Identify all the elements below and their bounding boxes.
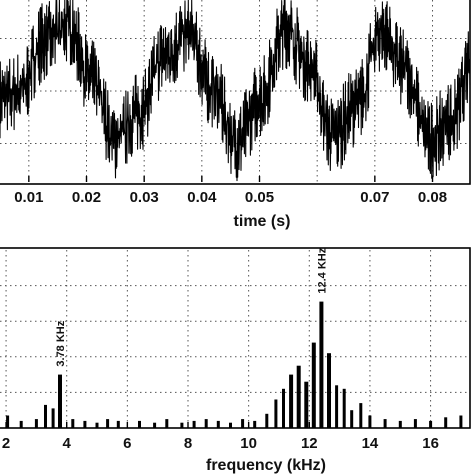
- spectrum-bar: [204, 419, 208, 428]
- spectrum-bar: [95, 422, 99, 428]
- top-x-tick-label: 0.04: [187, 189, 217, 206]
- top-x-tick-label: 0.02: [72, 189, 101, 206]
- spectrum-plot: 2 4 6 8 10 12 14 16 3.78 KHz 12.4 KHz frequency …: [0, 247, 471, 474]
- spectrum-bar: [304, 381, 309, 428]
- bottom-x-tick-label: 6: [123, 435, 131, 452]
- spectrum-bar: [265, 413, 269, 428]
- top-x-tick-label: 0.03: [130, 189, 159, 206]
- spectrum-bar: [413, 419, 417, 428]
- peak-annotations: 3.78 KHz 12.4 KHz: [55, 247, 328, 366]
- spectrum-bar: [444, 417, 448, 428]
- peak-annotation-label: 12.4 KHz: [316, 247, 328, 293]
- top-plot-frame: [0, 0, 471, 185]
- bottom-x-axis-label: frequency (kHz): [206, 457, 326, 474]
- spectrum-bar: [282, 388, 285, 428]
- bottom-plot-frame: [0, 247, 471, 429]
- spectrum-bar: [19, 420, 23, 428]
- bottom-x-tick-label: 8: [184, 435, 192, 452]
- spectrum-bar: [253, 420, 257, 428]
- spectrum-bar: [153, 422, 157, 428]
- spectrum-bar: [335, 385, 339, 428]
- bottom-x-tick-label: 16: [422, 435, 439, 452]
- spectrum-bar: [342, 388, 346, 428]
- time-domain-plot: 0.01 0.02 0.03 0.04 0.05 0.07 0.08 time (s): [0, 0, 471, 230]
- spectrum-bar: [180, 422, 184, 428]
- peak-annotation-label: 3.78 KHz: [55, 320, 67, 366]
- waveform-line: [0, 0, 471, 182]
- spectrum-bar: [459, 415, 463, 428]
- top-x-tick-label: 0.01: [14, 189, 43, 206]
- spectrum-bar: [165, 419, 169, 428]
- spectrum-bar: [241, 419, 245, 428]
- top-x-tick-label: 0.05: [245, 189, 274, 206]
- top-x-tick-label: 0.08: [418, 189, 447, 206]
- spectrum-bar: [311, 342, 316, 428]
- top-x-axis-label: time (s): [234, 213, 291, 230]
- bottom-x-tick-label: 10: [240, 435, 257, 452]
- spectrum-bar: [51, 408, 55, 428]
- spectrum-bar: [71, 419, 75, 428]
- spectrum-bars: [6, 301, 463, 428]
- spectrum-bar: [350, 410, 354, 428]
- bottom-x-tick-label: 14: [362, 435, 379, 452]
- spectrum-bar: [289, 374, 294, 428]
- spectrum-bar: [398, 420, 402, 428]
- spectrum-bar: [274, 399, 278, 428]
- spectrum-bar: [44, 404, 47, 428]
- bottom-grid: [0, 250, 470, 428]
- spectrum-bar: [34, 419, 38, 428]
- spectrum-bar: [359, 403, 363, 428]
- spectrum-bar: [58, 374, 62, 428]
- top-x-ticks: 0.01 0.02 0.03 0.04 0.05 0.07 0.08: [14, 176, 447, 206]
- spectrum-bar: [383, 419, 387, 428]
- spectrum-bar: [229, 422, 232, 428]
- spectrum-bar: [327, 353, 331, 428]
- spectrum-bar: [138, 420, 141, 428]
- spectrum-bar: [106, 419, 110, 428]
- bottom-x-tick-label: 4: [63, 435, 72, 452]
- bottom-x-tick-label: 12: [301, 435, 318, 452]
- spectrum-bar: [192, 420, 196, 428]
- bottom-x-ticks: 2 4 6 8 10 12 14 16: [2, 422, 439, 452]
- bottom-x-tick-label: 2: [2, 435, 10, 452]
- spectrum-bar: [296, 365, 301, 428]
- spectrum-bar: [216, 420, 220, 428]
- spectrum-bar: [368, 415, 372, 428]
- spectrum-bar: [83, 420, 87, 428]
- spectrum-bar: [6, 415, 10, 428]
- spectrum-bar: [319, 301, 324, 428]
- spectrum-bar: [116, 420, 120, 428]
- top-x-tick-label: 0.07: [360, 189, 389, 206]
